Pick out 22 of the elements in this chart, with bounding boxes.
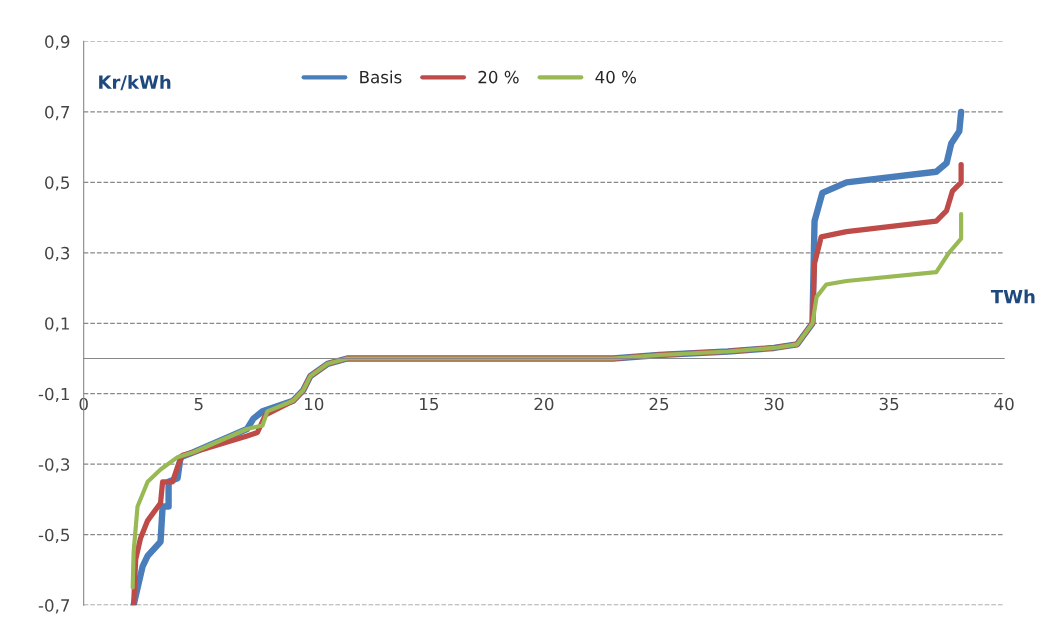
y-tick-label: -0,7 bbox=[38, 599, 70, 614]
y-tick-label: -0,1 bbox=[38, 387, 69, 403]
x-tick-label: 30 bbox=[764, 397, 784, 411]
x-tick-label: 25 bbox=[649, 397, 669, 411]
y-axis-title: Kr/kWh bbox=[99, 74, 171, 91]
legend-label: 40 % bbox=[595, 70, 637, 84]
x-tick-label: 10 bbox=[305, 397, 324, 411]
y-tick-label: 0,7 bbox=[45, 105, 70, 121]
x-tick-label: 5 bbox=[194, 397, 203, 411]
y-tick-label: 0,3 bbox=[45, 246, 70, 262]
x-tick-label: 15 bbox=[420, 397, 439, 411]
x-tick-label: 40 bbox=[994, 397, 1014, 411]
y-tick-label: -0,3 bbox=[38, 458, 70, 473]
legend-label: Basis bbox=[360, 70, 402, 84]
x-axis-title: TWh bbox=[990, 289, 1035, 304]
x-tick-label: 35 bbox=[879, 397, 899, 411]
x-tick-label: 20 bbox=[534, 397, 554, 411]
y-tick-label: 0,1 bbox=[45, 317, 69, 332]
legend-label: 20 % bbox=[478, 70, 519, 84]
y-tick-label: 0,5 bbox=[45, 176, 70, 191]
y-tick-label: -0,5 bbox=[38, 528, 70, 543]
y-tick-label: 0,9 bbox=[45, 35, 70, 50]
